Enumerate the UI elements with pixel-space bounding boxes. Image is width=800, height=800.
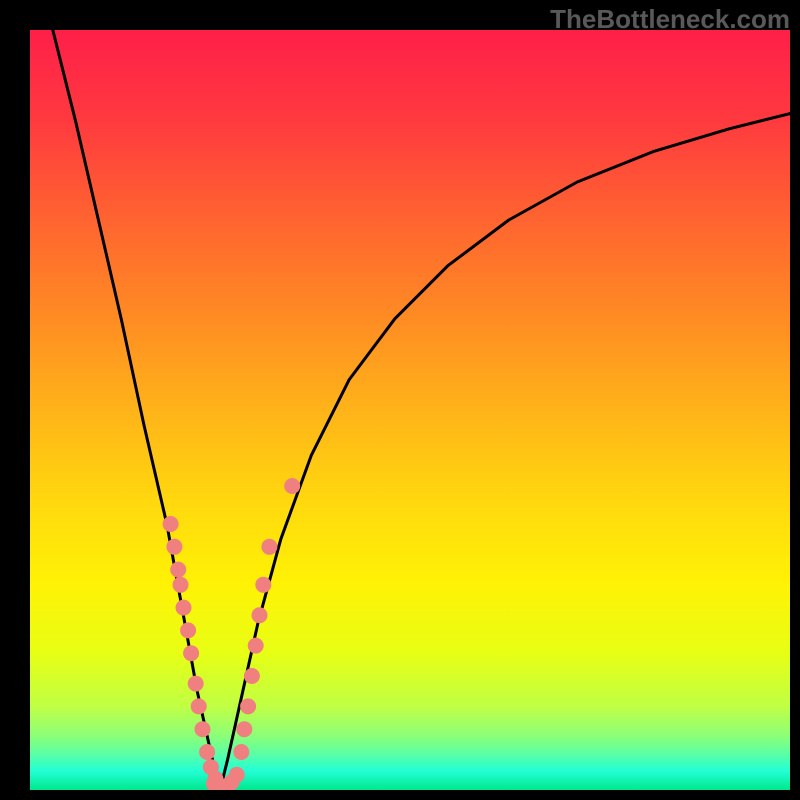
scatter-point-left	[183, 645, 199, 661]
scatter-point-left	[188, 676, 204, 692]
scatter-point-left	[191, 698, 207, 714]
scatter-point-left	[195, 721, 211, 737]
plot-area	[30, 30, 790, 790]
chart-svg	[30, 30, 790, 790]
scatter-point-left	[166, 539, 182, 555]
scatter-point-left	[163, 516, 179, 532]
scatter-point-right	[252, 607, 268, 623]
scatter-point-right	[240, 698, 256, 714]
scatter-point-right	[284, 478, 300, 494]
scatter-point-bottom	[229, 767, 245, 783]
scatter-point-right	[255, 577, 271, 593]
scatter-point-right	[248, 638, 264, 654]
watermark-text: TheBottleneck.com	[550, 4, 790, 35]
scatter-point-right	[244, 668, 260, 684]
scatter-point-right	[233, 744, 249, 760]
scatter-point-left	[170, 562, 186, 578]
scatter-point-left	[180, 622, 196, 638]
scatter-point-left	[176, 600, 192, 616]
scatter-point-left	[199, 744, 215, 760]
scatter-point-right	[236, 721, 252, 737]
scatter-point-right	[261, 539, 277, 555]
scatter-point-left	[173, 577, 189, 593]
